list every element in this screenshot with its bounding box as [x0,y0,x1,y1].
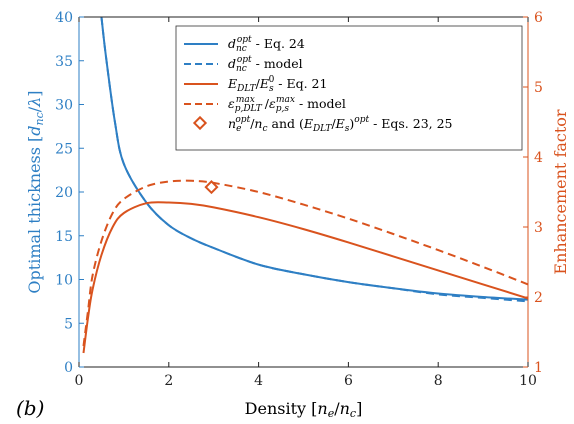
x-tick-label: 4 [254,373,263,389]
y-left-tick-label: 25 [55,141,73,157]
y-ticks-left: 0 5 10 15 20 25 30 35 40 [55,10,84,376]
legend-box [175,25,523,151]
series-layer [82,17,528,354]
y-axis-right-label: Enhancement factor [551,109,570,275]
legend-entry-3: EDLT/Es0 - Eq. 21 [227,75,327,94]
y-right-tick-label: 5 [534,80,543,96]
x-tick-label: 8 [434,373,443,389]
legend-entry-4: εp,DLTmax/εp,smax - model [228,95,346,114]
y-axis-left-label: Optimal thickness [dnc/λ] [25,90,46,293]
y-left-tick-label: 5 [64,316,73,332]
optimum-marker [204,180,219,195]
legend: dncopt - Eq. 24 dncopt - model EDLT/Es0 … [175,25,523,151]
y-left-tick-label: 0 [64,360,73,376]
y-right-tick-label: 1 [534,360,543,376]
y-left-tick-label: 20 [55,185,73,201]
x-tick-label: 6 [344,373,353,389]
series-eps-model [82,179,528,347]
series-edlt-eq21 [82,201,528,354]
y-right-tick-label: 2 [534,290,543,306]
x-ticks: 0 2 4 6 8 10 [75,17,537,389]
marker-layer [204,180,219,195]
legend-entry-5: neopt/nc and (EDLT/Es)opt - Eqs. 23, 25 [228,115,453,134]
x-tick-label: 0 [75,373,84,389]
y-left-tick-label: 10 [55,273,73,289]
series-dnc-model [100,17,528,303]
x-axis-label: Density [ne/nc] [245,399,363,420]
y-left-tick-label: 40 [55,10,73,26]
legend-entry-1: dncopt - Eq. 24 [228,35,305,54]
legend-entry-2: dncopt - model [228,55,303,74]
y-right-tick-label: 3 [534,220,543,236]
x-tick-label: 2 [164,373,173,389]
y-ticks-right: 1 2 3 4 5 6 [523,10,543,376]
y-left-tick-label: 15 [55,229,73,245]
y-right-tick-label: 6 [534,10,543,26]
y-left-tick-label: 30 [55,98,73,114]
x-tick-label: 10 [519,373,537,389]
panel-label: (b) [16,396,44,420]
y-left-tick-label: 35 [55,54,73,70]
legend-swatch-diamond [192,115,208,131]
y-right-tick-label: 4 [534,150,543,166]
